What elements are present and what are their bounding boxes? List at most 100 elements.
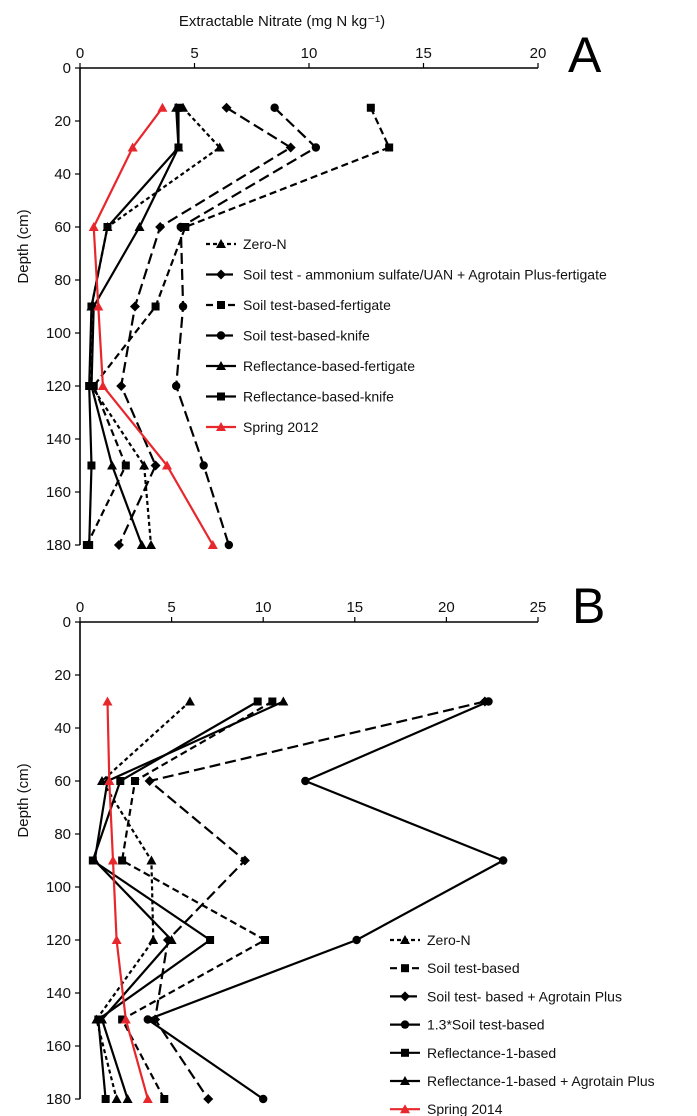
data-point [221,102,232,113]
panel-b: 0 5 10 15 20 25 0 20 40 60 80 100 120 140 160 180 Depth … [15,578,655,1116]
series-line [120,700,273,1100]
data-point [207,540,218,549]
x-tick-label: 15 [415,45,432,62]
data-point [178,302,188,311]
data-point [157,102,168,112]
legend-item: Soil test - ammonium sulfate/UAN + Agrot… [206,267,607,283]
series-zero-n [86,102,225,549]
x-axis-title: Extractable Nitrate (mg N kg⁻¹) [179,13,385,30]
series-soil-test-based-agrotain-plus [144,696,490,1104]
data-point [129,301,140,312]
data-point [107,855,118,865]
y-tick-label: 100 [46,879,71,896]
panel-letter: A [568,27,602,83]
y-tick-label: 40 [54,166,71,183]
x-tick-label: 10 [301,45,318,62]
data-point [89,855,100,865]
legend-item: Zero-N [390,932,471,948]
data-point [88,222,99,231]
data-point [214,142,225,152]
series-reflectance-1-based-agrotain-plus [89,696,289,1103]
y-tick-label: 140 [46,985,71,1002]
data-point [261,936,270,944]
legend-label: Reflectance-1-based + Agrotain Plus [427,1073,655,1089]
series-reflectance-based-fertigate [86,102,184,549]
data-point [111,1094,122,1103]
data-point [148,935,159,944]
data-point [278,696,289,706]
legend-item: Soil test- based + Agrotain Plus [390,988,622,1004]
series-line [92,107,214,546]
data-point [116,381,127,391]
data-point [160,1095,169,1103]
series-spring-2014 [102,696,153,1103]
series-line [95,700,191,1100]
y-tick-label: 180 [46,537,71,554]
data-point [151,302,160,311]
data-point [239,855,250,866]
y-tick-label: 180 [46,1091,71,1108]
x-tick-label: 20 [530,45,547,62]
legend-marker [216,422,226,431]
legend-label: Soil test - ammonium sulfate/UAN + Agrot… [243,267,607,283]
data-point [142,1094,153,1103]
series-line [93,700,284,1100]
y-tick-label: 120 [46,378,71,395]
data-point [139,460,150,470]
data-point [301,776,310,786]
data-point [181,223,190,231]
data-point [101,1095,110,1103]
legend-item: Reflectance-1-based [390,1045,556,1061]
data-point [174,143,183,152]
data-point [127,142,138,152]
x-tick-label: 20 [438,599,455,616]
y-tick-label: 60 [54,773,71,790]
legend-marker [400,1076,410,1085]
data-point [259,1094,268,1104]
legend-label: Soil test-based [427,960,520,976]
y-tick-label: 80 [54,272,71,289]
data-point [122,1094,133,1103]
data-point [85,382,94,390]
series-1-3-soil-test-based [143,697,508,1104]
legend-label: Zero-N [243,236,287,252]
data-point [311,143,321,152]
y-tick-label: 140 [46,431,71,448]
data-point [87,302,96,311]
x-tick-label: 5 [190,45,198,62]
data-point [102,696,113,706]
legend-label: Soil test-based-knife [243,328,370,344]
legend-item: Reflectance-1-based + Agrotain Plus [390,1073,655,1089]
data-point [199,461,208,470]
legend-item: Reflectance-based-fertigate [206,358,415,374]
series-line [90,107,180,546]
legend-marker [401,964,409,973]
data-point [184,696,195,706]
legend-marker [400,1104,410,1114]
legend-marker [217,392,225,401]
legend-item: Reflectance-based-knife [206,389,394,405]
data-point [253,697,262,706]
series-reflectance-based-knife [85,103,183,549]
y-tick-label: 0 [63,60,71,77]
y-tick-label: 20 [54,667,71,684]
y-tick-label: 20 [54,113,71,130]
legend-marker [216,269,226,280]
legend-item: Zero-N [206,236,287,252]
data-point [268,697,277,706]
legend-label: Spring 2014 [427,1101,503,1116]
y-tick-label: 120 [46,932,71,949]
data-point [150,460,161,471]
y-tick-label: 60 [54,219,71,236]
data-point [96,1014,107,1024]
data-point [107,460,118,470]
series-line [147,700,486,1100]
series-soil-test-based [118,697,277,1103]
data-point [111,935,122,944]
legend-item: Spring 2012 [206,419,319,435]
data-point [206,936,215,944]
data-point [174,103,183,112]
x-tick-label: 25 [530,599,547,616]
y-tick-label: 160 [46,484,71,501]
